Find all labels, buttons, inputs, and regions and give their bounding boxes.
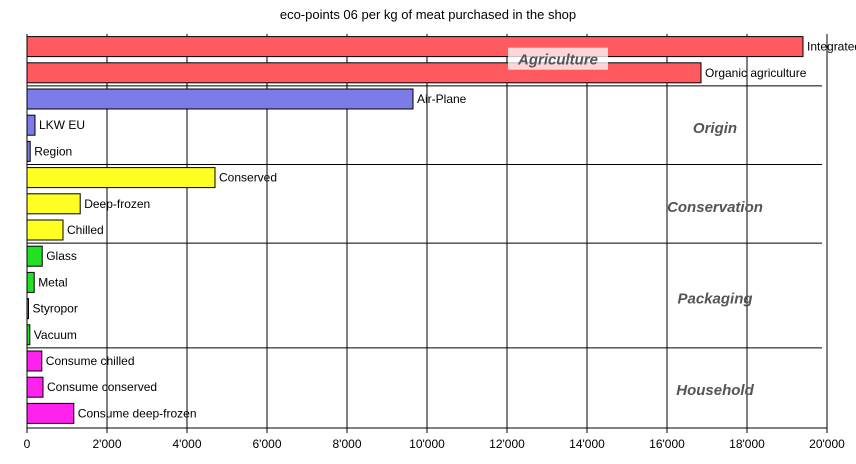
bar	[26, 245, 43, 267]
x-tick-label: 6'000	[253, 437, 282, 451]
bar-label: LKW EU	[39, 118, 85, 132]
bar-label: Consume conserved	[47, 380, 157, 394]
x-tick-label: 18'000	[729, 437, 765, 451]
bar-label: Deep-frozen	[84, 197, 150, 211]
x-tick-label: 14'000	[569, 437, 605, 451]
bar	[26, 402, 75, 424]
bar-label: Glass	[46, 249, 77, 263]
group-label: Conservation	[667, 199, 763, 216]
bar-label: Consume chilled	[46, 354, 135, 368]
bar-label: Conserved	[219, 171, 277, 185]
bar-label: Organic agriculture	[705, 66, 807, 80]
bar	[26, 350, 43, 372]
group-label: Origin	[693, 120, 737, 137]
bar-label: Integrated agriculture	[807, 40, 856, 54]
x-axis: 0 2'000 4'000 6'000 8'000 10'000 12'000 14'000 1…	[24, 34, 845, 451]
bar-label: Region	[34, 144, 72, 158]
bar-label: Vacuum	[34, 328, 77, 342]
group-separators	[27, 85, 822, 349]
bar-label: Styropor	[33, 302, 78, 316]
bar	[26, 114, 36, 136]
bar-label: Consume deep-frozen	[78, 406, 197, 420]
x-tick-label: 10'000	[409, 437, 445, 451]
bar-label: Metal	[38, 275, 67, 289]
bar-label: Chilled	[67, 223, 104, 237]
x-tick-label: 4'000	[173, 437, 202, 451]
bar-label: Air-Plane	[417, 92, 467, 106]
bars: Integrated agricultureOrganic agricultur…	[26, 36, 856, 424]
group-label-background	[508, 47, 608, 70]
x-tick-label: 20'000	[809, 437, 845, 451]
x-tick-label: 0	[24, 437, 31, 451]
group-label: Household	[676, 382, 754, 399]
group-labels: Agriculture Origin Conservation Packaging Ho…	[508, 47, 763, 399]
bar	[26, 36, 804, 58]
x-tick-label: 8'000	[333, 437, 362, 451]
x-tick-label: 2'000	[93, 437, 122, 451]
x-tick-label: 12'000	[489, 437, 525, 451]
grid	[106, 34, 828, 428]
bar	[26, 376, 44, 398]
bar	[26, 167, 216, 189]
x-tick-label: 16'000	[649, 437, 685, 451]
bar	[26, 271, 35, 293]
bar	[26, 193, 81, 215]
bar	[26, 219, 64, 241]
chart-title: eco-points 06 per kg of meat purchased i…	[279, 7, 577, 22]
group-label: Agriculture	[517, 52, 598, 69]
group-label: Packaging	[677, 291, 752, 308]
bar	[26, 88, 414, 110]
